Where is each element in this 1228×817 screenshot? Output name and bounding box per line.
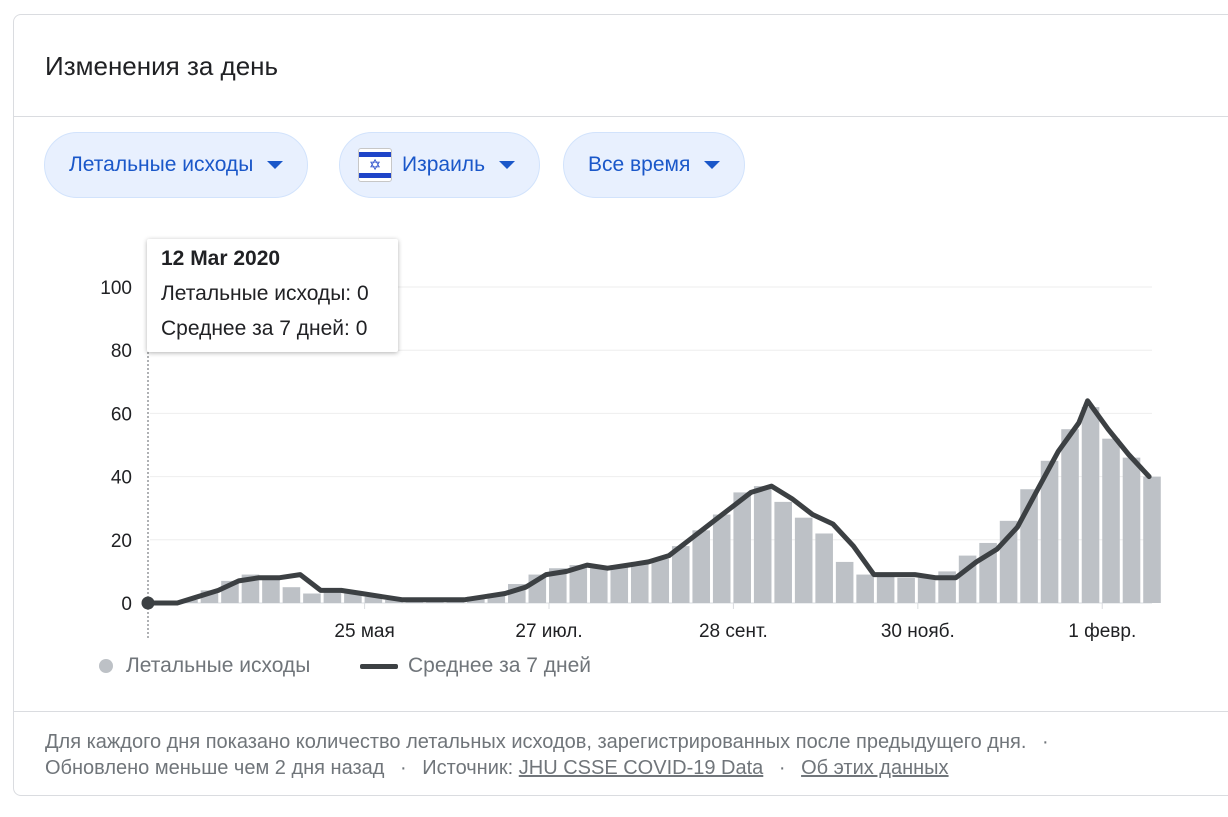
- deaths-bar: [1143, 476, 1161, 603]
- y-tick-label: 0: [121, 594, 132, 615]
- deaths-bar: [856, 574, 874, 603]
- deaths-bar: [794, 517, 813, 603]
- x-tick-label: 27 июл.: [515, 621, 582, 642]
- deaths-bar: [1122, 457, 1141, 603]
- deaths-bar: [1040, 460, 1059, 603]
- deaths-bar: [630, 561, 649, 603]
- deaths-bar: [692, 530, 711, 603]
- legend-label-deaths: Летальные исходы: [126, 654, 311, 677]
- israel-flag-icon: ✡: [358, 148, 392, 182]
- legend-item-deaths[interactable]: Летальные исходы: [99, 654, 310, 678]
- country-dropdown-label: Израиль: [402, 153, 486, 176]
- period-dropdown[interactable]: Все время: [563, 132, 746, 198]
- tooltip-deaths: Летальные исходы: 0: [161, 282, 369, 305]
- deaths-bar: [1102, 438, 1120, 603]
- caret-down-icon: [267, 161, 284, 169]
- deaths-bar: [549, 568, 567, 603]
- tooltip-average: Среднее за 7 дней: 0: [161, 317, 368, 340]
- deaths-bar: [917, 577, 936, 603]
- average-line: [145, 398, 1152, 606]
- footer-separator: ·: [400, 757, 407, 779]
- tooltip-date: 12 Mar 2020: [161, 247, 281, 270]
- deaths-bar: [1081, 407, 1100, 603]
- deaths-bar: [323, 590, 342, 603]
- x-tick-label: 25 мая: [334, 621, 394, 642]
- deaths-bar: [733, 492, 751, 603]
- deaths-bar: [385, 599, 403, 603]
- footer-separator: ·: [1041, 731, 1049, 753]
- deaths-bar: [876, 574, 895, 603]
- y-tick-label: 80: [111, 341, 132, 362]
- deaths-bar: [753, 486, 772, 603]
- footer-divider: [13, 711, 1228, 712]
- deaths-bar: [671, 546, 690, 603]
- metric-dropdown-label: Летальные исходы: [69, 153, 254, 176]
- deaths-bar: [589, 568, 608, 603]
- metric-dropdown[interactable]: Летальные исходы: [44, 132, 309, 198]
- deaths-bar: [897, 577, 915, 603]
- deaths-bar: [282, 587, 301, 603]
- deaths-bar: [569, 565, 588, 603]
- deaths-bar: [303, 593, 321, 603]
- legend-dot-icon: [99, 659, 113, 673]
- footer-separator: ·: [778, 757, 786, 779]
- deaths-bar: [487, 593, 506, 603]
- deaths-bar: [364, 596, 383, 603]
- deaths-bar: [712, 514, 731, 603]
- x-tick-label: 30 нояб.: [881, 621, 955, 642]
- x-tick-label: 28 сент.: [699, 621, 768, 642]
- y-tick-label: 100: [100, 278, 132, 299]
- legend-line-icon: [360, 663, 398, 669]
- deaths-bar: [344, 593, 362, 603]
- deaths-bar: [835, 561, 854, 603]
- y-tick-label: 40: [111, 468, 132, 489]
- footer-updated: Обновлено меньше чем 2 дня назад: [45, 757, 385, 779]
- about-data-link[interactable]: Об этих данных: [801, 757, 949, 779]
- chart-tooltip: 12 Mar 2020 Летальные исходы: 0 Среднее …: [147, 239, 398, 352]
- country-dropdown[interactable]: ✡ Израиль: [339, 132, 541, 198]
- title-divider: [14, 116, 1228, 117]
- y-tick-label: 60: [111, 404, 132, 425]
- deaths-bar: [610, 565, 629, 603]
- period-dropdown-label: Все время: [588, 153, 691, 176]
- caret-down-icon: [704, 161, 721, 169]
- legend-item-average[interactable]: Среднее за 7 дней: [360, 654, 591, 678]
- y-tick-label: 20: [111, 531, 132, 552]
- hover-point: [141, 596, 155, 610]
- chart-footer: Для каждого дня показано количество лета…: [45, 729, 1059, 781]
- deaths-bar: [1061, 429, 1079, 603]
- deaths-bar: [651, 558, 670, 603]
- legend-label-average: Среднее за 7 дней: [408, 654, 592, 677]
- footer-source-prefix: Источник:: [422, 757, 514, 779]
- card-title: Изменения за день: [45, 51, 279, 81]
- deaths-bar: [262, 577, 280, 603]
- deaths-bar: [774, 501, 792, 603]
- deaths-bar: [815, 533, 833, 603]
- source-link[interactable]: JHU CSSE COVID-19 Data: [518, 757, 764, 779]
- caret-down-icon: [499, 161, 516, 169]
- footer-description: Для каждого дня показано количество лета…: [45, 731, 1027, 753]
- x-tick-label: 1 февр.: [1068, 621, 1136, 642]
